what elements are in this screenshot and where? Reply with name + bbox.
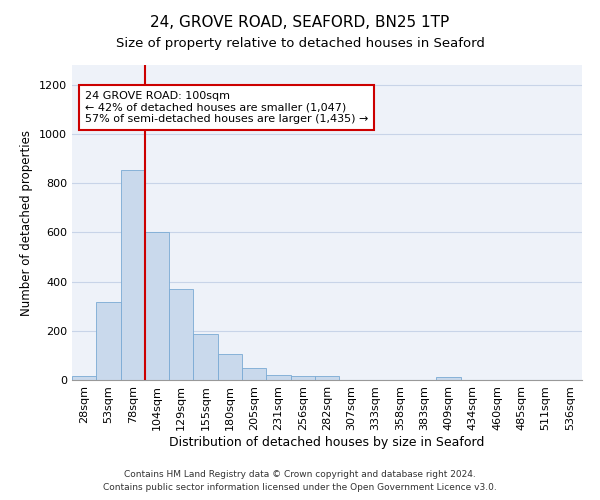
Bar [145,232,169,380]
Bar [242,368,266,380]
Text: Contains HM Land Registry data © Crown copyright and database right 2024.
Contai: Contains HM Land Registry data © Crown c… [103,470,497,492]
Bar [315,376,339,380]
Text: 24, GROVE ROAD, SEAFORD, BN25 1TP: 24, GROVE ROAD, SEAFORD, BN25 1TP [151,15,449,30]
Bar [96,302,121,380]
Bar [193,334,218,380]
Bar [218,354,242,380]
Text: Size of property relative to detached houses in Seaford: Size of property relative to detached ho… [116,38,484,51]
Bar [290,376,315,380]
Bar [266,375,290,380]
Bar [72,376,96,380]
Bar [121,170,145,380]
Text: 24 GROVE ROAD: 100sqm
← 42% of detached houses are smaller (1,047)
57% of semi-d: 24 GROVE ROAD: 100sqm ← 42% of detached … [85,91,368,124]
Y-axis label: Number of detached properties: Number of detached properties [20,130,34,316]
Bar [169,289,193,380]
Bar [436,377,461,380]
X-axis label: Distribution of detached houses by size in Seaford: Distribution of detached houses by size … [169,436,485,448]
